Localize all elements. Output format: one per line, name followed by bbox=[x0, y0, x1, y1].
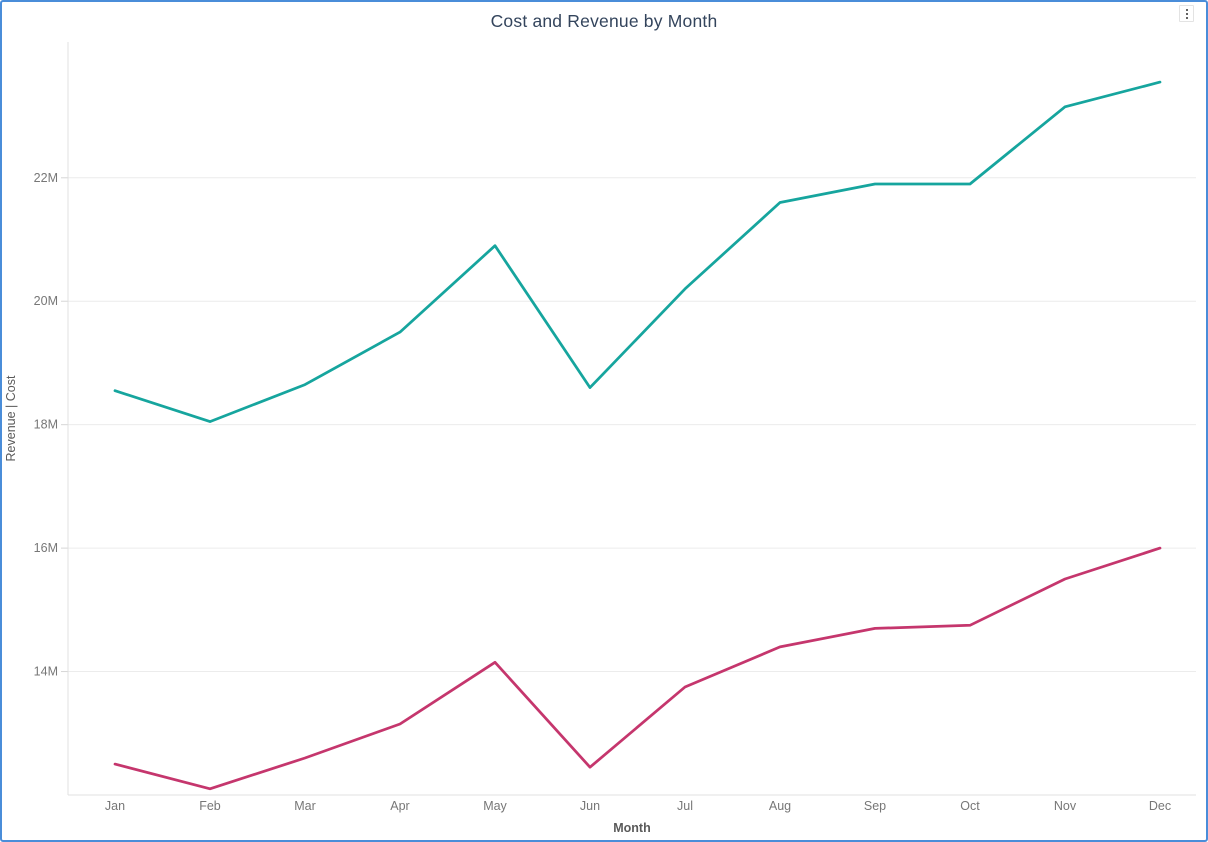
more-options-button[interactable] bbox=[1179, 5, 1194, 22]
x-axis-label: Dec bbox=[1149, 799, 1171, 813]
x-axis-label: Oct bbox=[960, 799, 980, 813]
y-tick-label: 18M bbox=[34, 418, 58, 432]
chart-title: Cost and Revenue by Month bbox=[490, 11, 718, 31]
vertical-ellipsis-icon bbox=[1185, 8, 1188, 19]
x-axis-label: Sep bbox=[864, 799, 886, 813]
y-tick-label: 16M bbox=[34, 541, 58, 555]
x-axis-title: Month bbox=[613, 821, 650, 835]
x-axis-label: Jan bbox=[105, 799, 125, 813]
x-axis-label: May bbox=[483, 799, 507, 813]
y-tick-label: 14M bbox=[34, 665, 58, 679]
series-revenue-line[interactable] bbox=[113, 80, 1162, 423]
x-axis-label: Nov bbox=[1054, 799, 1077, 813]
x-axis-label: Mar bbox=[294, 799, 316, 813]
y-axis-title: Revenue | Cost bbox=[4, 375, 18, 461]
x-axis-label: Jul bbox=[677, 799, 693, 813]
x-axis-label: Aug bbox=[769, 799, 791, 813]
x-axis-label: Feb bbox=[199, 799, 221, 813]
x-axis-label: Apr bbox=[390, 799, 409, 813]
y-tick-label: 20M bbox=[34, 294, 58, 308]
y-tick-label: 22M bbox=[34, 171, 58, 185]
series-cost-line[interactable] bbox=[113, 546, 1162, 791]
x-axis-label: Jun bbox=[580, 799, 600, 813]
